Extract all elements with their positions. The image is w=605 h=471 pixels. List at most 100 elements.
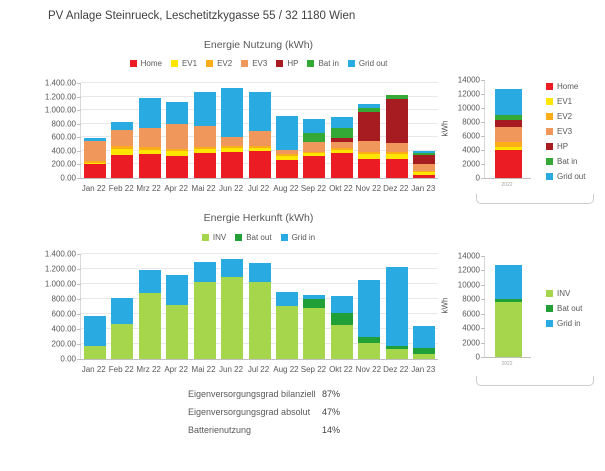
legend-swatch-icon [235, 234, 243, 241]
y-tick-mark [77, 284, 81, 285]
segment-HP [385, 99, 408, 143]
x-tick-label: Nov 22 [355, 184, 382, 193]
y-tick-mark [77, 269, 81, 270]
bar-Jan 22 [83, 138, 106, 178]
segment-EV2 [303, 151, 326, 153]
bar-Sep 22 [303, 295, 326, 359]
x-tick-label: Apr 22 [164, 184, 188, 193]
legend-label: HP [287, 59, 299, 68]
legend-item-HP: HP [546, 142, 585, 151]
segment-EV1 [193, 148, 216, 153]
segment-Grid in [358, 279, 381, 338]
segment-EV2 [166, 148, 189, 151]
y-tick-mark [481, 328, 485, 330]
segment-EV1 [330, 149, 353, 153]
y-tick-mark [481, 342, 485, 344]
segment-Grid in [385, 266, 408, 346]
segment-Home [166, 155, 189, 178]
legend-swatch-icon [546, 158, 553, 165]
segment-Grid out [248, 92, 271, 131]
y-tick-label: 200.00 [51, 159, 76, 169]
y-tick-label: 6000 [462, 309, 480, 319]
y-tick-label: 1.400.00 [44, 249, 76, 259]
y-tick-mark [481, 299, 485, 301]
segment-Grid in [248, 263, 271, 282]
segment-EV3 [358, 141, 381, 152]
stat-value: 87% [322, 389, 341, 399]
legend-label: Grid in [291, 233, 316, 242]
stat-label: Eigenversorgungsgrad bilanziell [188, 389, 316, 399]
gridline [81, 82, 438, 83]
segment-INV [358, 342, 381, 359]
y-tick-label: 400.00 [51, 146, 76, 156]
segment-Grid in [303, 295, 326, 299]
segment-Home [303, 155, 326, 178]
legend-swatch-icon [307, 60, 315, 67]
segment-HP [413, 154, 436, 165]
segment-Home [385, 159, 408, 178]
x-tick-label: Feb 22 [108, 184, 134, 193]
y-tick-mark [481, 313, 485, 315]
segment-EV2 [330, 147, 353, 150]
legend-swatch-icon [280, 234, 288, 241]
x-tick-label: Jan 23 [411, 365, 436, 374]
legend-nutzung-year: Home EV1 EV2 EV3 HP Bat in Grid out [546, 82, 585, 181]
segment-EV1 [221, 148, 244, 152]
segment-EV3 [83, 140, 106, 162]
legend-label: EV3 [252, 59, 268, 68]
y-tick-mark [77, 344, 81, 345]
y-tick-mark [77, 110, 81, 112]
legend-label: INV [557, 289, 571, 298]
y-tick-mark [77, 123, 81, 125]
segment-EV3 [248, 130, 271, 147]
segment-Grid out [193, 92, 216, 127]
legend-label: EV3 [557, 127, 573, 136]
bar-Nov 22 [358, 104, 381, 178]
bar-Mrz 22 [138, 269, 161, 359]
bar-Okt 22 [330, 117, 353, 178]
legend-item-Grid in: Grid in [546, 319, 582, 328]
segment-EV3 [193, 126, 216, 148]
y-tick-mark [77, 178, 81, 179]
bar-Okt 22 [330, 296, 353, 359]
legend-label: Bat in [557, 157, 578, 166]
segment-Home [494, 150, 522, 178]
segment-Grid out [413, 150, 436, 154]
segment-Grid out [275, 115, 298, 151]
segment-Bat out [358, 337, 381, 343]
legend-item-EV1: EV1 [546, 97, 585, 106]
legend-herkunft: INV Bat out Grid in [80, 233, 437, 242]
y-tick-label: 10000 [457, 103, 480, 113]
legend-swatch-icon [170, 60, 178, 67]
bar-Feb 22 [111, 297, 134, 359]
segment-HP [494, 119, 522, 127]
x-tick-label: Jan 22 [81, 184, 106, 193]
segment-EV2 [193, 147, 216, 149]
y-tick-mark [77, 329, 81, 330]
bar-Sep 22 [303, 119, 326, 178]
segment-Bat in [494, 115, 522, 120]
x-tick-label: Nov 22 [355, 365, 382, 374]
segment-EV3 [303, 141, 326, 152]
segment-EV1 [385, 153, 408, 159]
legend-item-EV2: EV2 [546, 112, 585, 121]
legend-item-Grid out: Grid out [347, 59, 387, 68]
segment-Home [330, 152, 353, 178]
segment-Grid in [221, 258, 244, 277]
y-tick-mark [481, 270, 485, 272]
y-tick-mark [77, 254, 81, 255]
x-tick-label: Sep 22 [300, 184, 327, 193]
legend-label: INV [212, 233, 227, 242]
legend-label: Grid in [557, 319, 581, 328]
y-tick-label: 8000 [462, 117, 480, 127]
x-tick-label: Jun 22 [219, 365, 244, 374]
segment-Home [111, 154, 134, 178]
legend-swatch-icon [546, 290, 553, 297]
bar-Jun 22 [221, 87, 244, 178]
bar-Feb 22 [111, 122, 134, 178]
legend-item-EV3: EV3 [241, 59, 267, 68]
y-tick-mark [77, 314, 81, 315]
segment-EV1 [303, 152, 326, 156]
segment-EV3 [494, 126, 522, 142]
segment-Grid out [221, 87, 244, 138]
